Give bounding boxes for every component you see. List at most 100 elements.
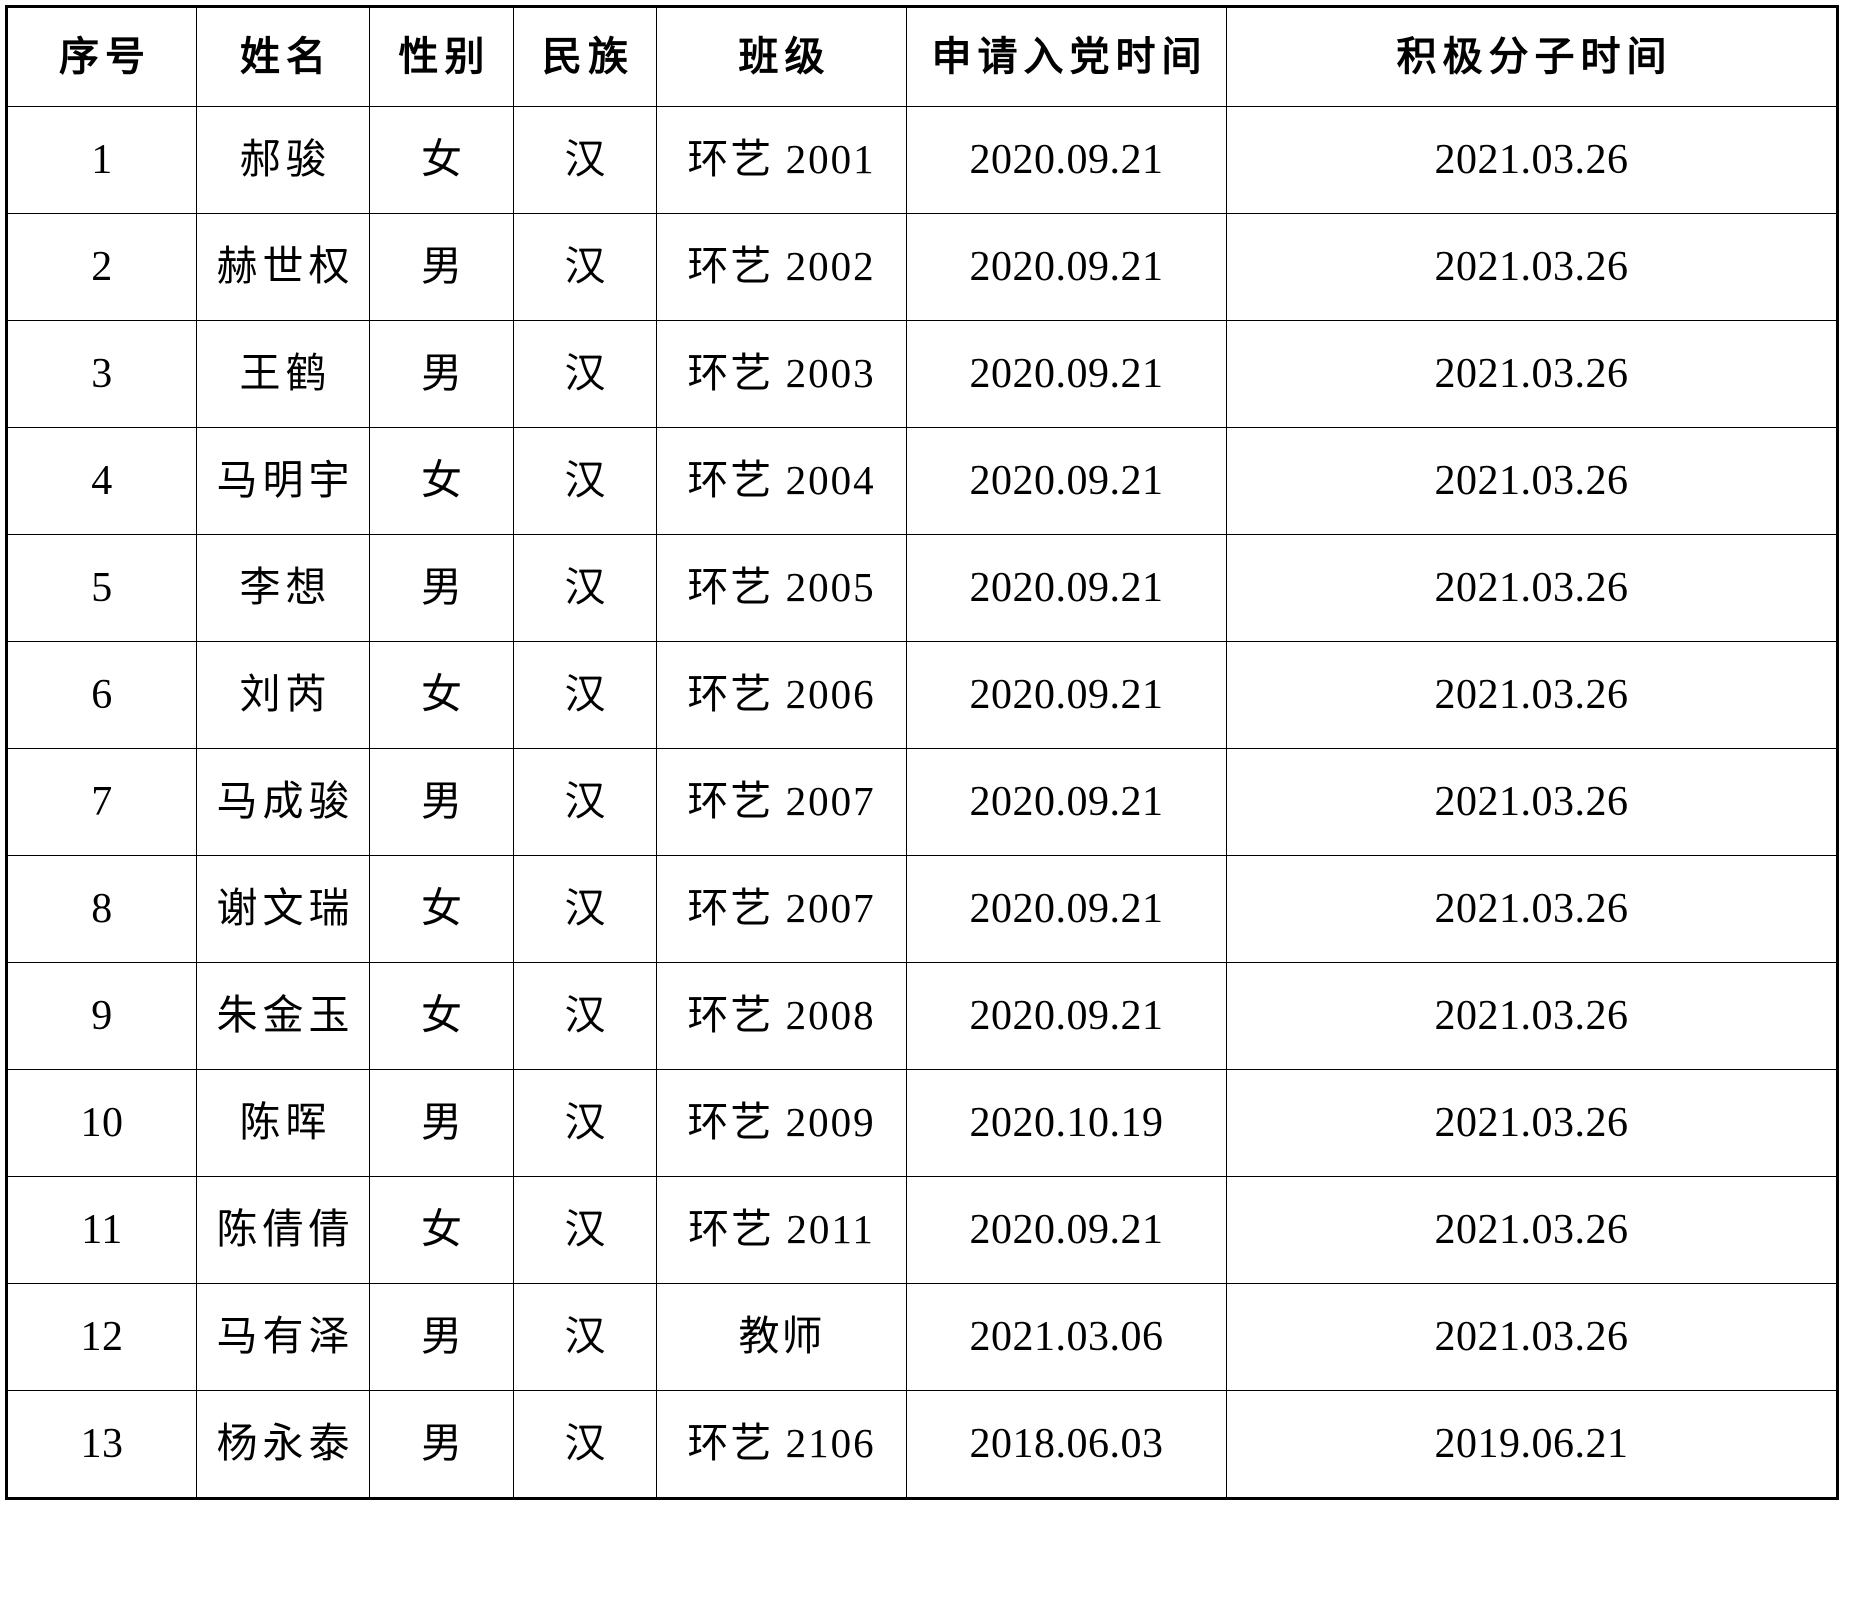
table-row: 2 赫世权 男 汉 环艺 2002 2020.09.21 2021.03.26: [5, 213, 1839, 321]
cell-gender-text: 男: [421, 1313, 467, 1360]
cell-seq: 1: [5, 106, 197, 214]
cell-gender: 男: [369, 213, 514, 321]
cell-gender: 男: [369, 1390, 514, 1500]
cell-gender-text: 女: [421, 457, 467, 504]
cell-class-text: 环艺 2007: [687, 885, 876, 932]
cell-name: 马有泽: [196, 1283, 370, 1391]
table-header: 序号 姓名 性别 民族 班级 申请入党时间 积极分子时间: [5, 5, 1839, 107]
cell-seq-text: 5: [91, 564, 113, 611]
cell-ethnicity: 汉: [513, 748, 657, 856]
column-header-seq-label: 序号: [59, 34, 151, 79]
party-applicant-roster-table: 序号 姓名 性别 民族 班级 申请入党时间 积极分子时间 1 郝骏女汉环艺 200…: [5, 5, 1839, 1500]
table-row: 6 刘芮 女 汉 环艺 2006 2020.09.21 2021.03.26: [5, 641, 1839, 749]
cell-gender: 女: [369, 427, 514, 535]
cell-activist-date-text: 2021.03.26: [1434, 1313, 1629, 1360]
cell-activist-date-text: 2021.03.26: [1434, 1206, 1629, 1253]
cell-activist-date-text: 2021.03.26: [1434, 992, 1629, 1039]
cell-ethnicity: 汉: [513, 427, 657, 535]
cell-seq-text: 12: [80, 1313, 124, 1360]
column-header-application-date-label: 申请入党时间: [931, 34, 1208, 79]
column-header-gender: 性别: [369, 5, 514, 107]
cell-name: 郝骏: [196, 106, 370, 214]
cell-application-date: 2020.09.21: [906, 534, 1227, 642]
cell-application-date-text: 2020.09.21: [969, 1206, 1164, 1253]
cell-activist-date-text: 2021.03.26: [1434, 564, 1629, 611]
cell-name-text: 朱金玉: [216, 992, 355, 1039]
cell-activist-date: 2021.03.26: [1226, 106, 1839, 214]
cell-seq-text: 4: [91, 457, 113, 504]
cell-class-text: 环艺 2004: [687, 457, 876, 504]
cell-ethnicity: 汉: [513, 1176, 657, 1284]
cell-activist-date-text: 2021.03.26: [1434, 778, 1629, 825]
cell-gender: 女: [369, 106, 514, 214]
cell-gender-text: 女: [421, 885, 467, 932]
cell-application-date: 2021.03.06: [906, 1283, 1227, 1391]
cell-application-date: 2020.09.21: [906, 106, 1227, 214]
column-header-ethnicity: 民族: [513, 5, 657, 107]
cell-seq-text: 3: [91, 350, 113, 397]
cell-activist-date-text: 2019.06.21: [1434, 1420, 1629, 1467]
cell-ethnicity: 汉: [513, 641, 657, 749]
cell-name-text: 王鹤: [239, 350, 332, 397]
column-header-gender-label: 性别: [398, 34, 491, 79]
cell-class-text: 环艺 2003: [687, 350, 876, 397]
cell-seq: 3: [5, 320, 197, 428]
cell-activist-date-text: 2021.03.26: [1434, 350, 1629, 397]
cell-seq-text: 11: [81, 1206, 123, 1253]
cell-ethnicity-text: 汉: [564, 885, 611, 932]
column-header-ethnicity-label: 民族: [542, 34, 634, 79]
cell-name-text: 马有泽: [216, 1313, 355, 1360]
column-header-name-label: 姓名: [240, 34, 332, 79]
column-header-activist-date-label: 积极分子时间: [1396, 34, 1673, 79]
cell-class: 环艺 2008: [656, 962, 907, 1070]
column-header-seq: 序号: [5, 5, 197, 107]
cell-ethnicity: 汉: [513, 1390, 657, 1500]
table-row: 3 王鹤 男 汉 环艺 2003 2020.09.21 2021.03.26: [5, 320, 1839, 428]
table-row: 11 陈倩倩 女 汉 环艺 2011 2020.09.21 2021.03.26: [5, 1176, 1839, 1284]
cell-ethnicity-text: 汉: [564, 1206, 611, 1253]
cell-seq-text: 10: [80, 1099, 124, 1146]
cell-name-text: 赫世权: [216, 243, 355, 290]
cell-gender-text: 男: [421, 1099, 467, 1146]
cell-application-date: 2020.09.21: [906, 641, 1227, 749]
table-row: 10 陈晖 男 汉 环艺 2009 2020.10.19 2021.03.26: [5, 1069, 1839, 1177]
cell-application-date: 2020.09.21: [906, 1176, 1227, 1284]
cell-application-date: 2020.09.21: [906, 962, 1227, 1070]
cell-seq: 9: [5, 962, 197, 1070]
table-row: 13 杨永泰 男 汉 环艺 2106 2018.06.03 2019.06.21: [5, 1390, 1839, 1500]
cell-activist-date-text: 2021.03.26: [1434, 885, 1629, 932]
cell-application-date-text: 2021.03.06: [969, 1313, 1164, 1360]
cell-class: 环艺 2011: [656, 1176, 907, 1284]
column-header-application-date: 申请入党时间: [906, 5, 1227, 107]
cell-gender: 男: [369, 748, 514, 856]
cell-seq: 10: [5, 1069, 197, 1177]
cell-seq-text: 1: [91, 136, 113, 183]
cell-activist-date: 2021.03.26: [1226, 213, 1839, 321]
cell-name: 李想: [196, 534, 370, 642]
cell-application-date: 2020.10.19: [906, 1069, 1227, 1177]
cell-class: 环艺 2002: [656, 213, 907, 321]
cell-ethnicity: 汉: [513, 106, 657, 214]
cell-class: 环艺 2007: [656, 855, 907, 963]
cell-gender: 女: [369, 641, 514, 749]
cell-class-text: 环艺 2006: [687, 671, 876, 718]
cell-name: 陈晖: [196, 1069, 370, 1177]
column-header-class: 班级: [656, 5, 907, 107]
cell-class: 教师: [656, 1283, 907, 1391]
cell-class: 环艺 2106: [656, 1390, 907, 1500]
cell-gender-text: 男: [421, 243, 467, 290]
cell-application-date-text: 2020.09.21: [969, 992, 1164, 1039]
cell-seq-text: 7: [91, 778, 113, 825]
cell-ethnicity-text: 汉: [564, 1099, 611, 1146]
cell-name-text: 谢文瑞: [216, 885, 355, 932]
cell-ethnicity-text: 汉: [564, 136, 611, 183]
cell-application-date-text: 2020.09.21: [969, 350, 1164, 397]
cell-seq: 5: [5, 534, 197, 642]
cell-activist-date: 2021.03.26: [1226, 427, 1839, 535]
cell-seq: 13: [5, 1390, 197, 1500]
column-header-class-label: 班级: [738, 34, 831, 79]
table-row: 4 马明宇 女 汉 环艺 2004 2020.09.21 2021.03.26: [5, 427, 1839, 535]
cell-name: 杨永泰: [196, 1390, 370, 1500]
cell-activist-date-text: 2021.03.26: [1434, 671, 1629, 718]
cell-application-date: 2020.09.21: [906, 855, 1227, 963]
